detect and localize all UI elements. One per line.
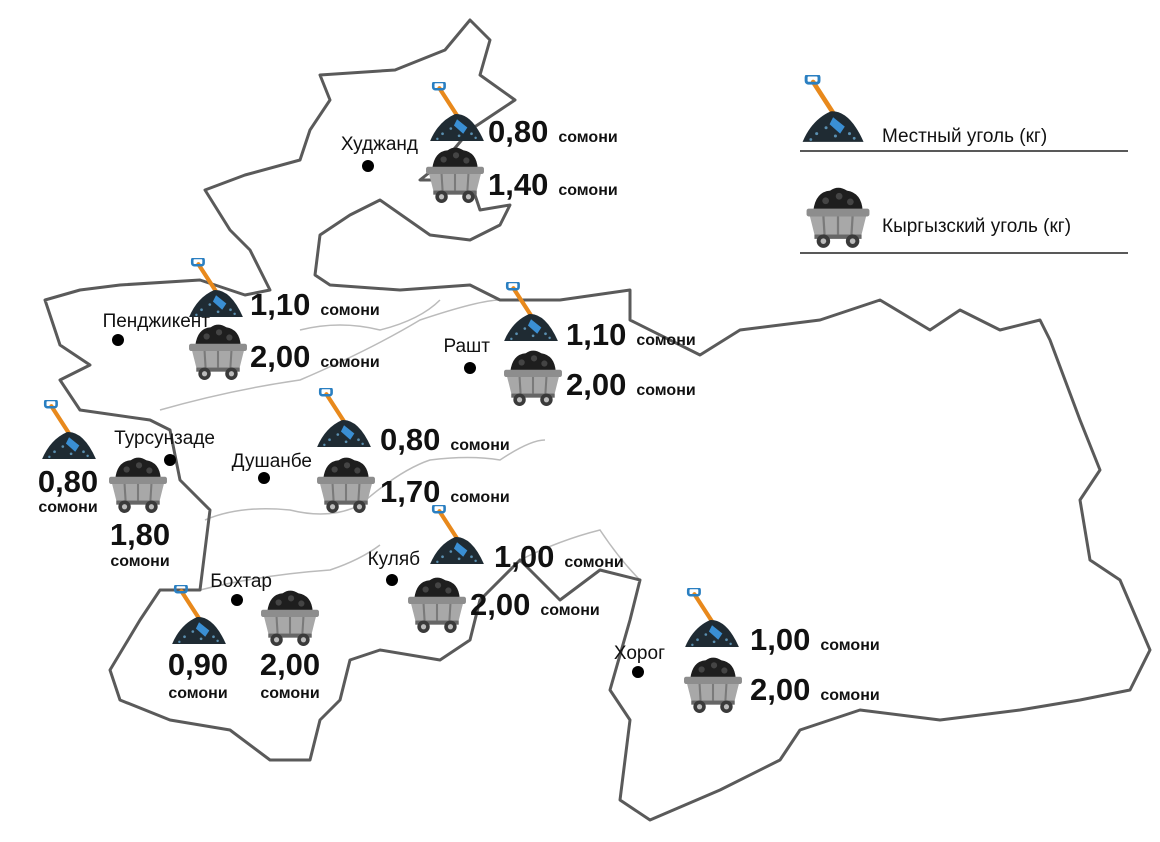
kyrgyz-coal-icon bbox=[683, 656, 743, 714]
legend-kyrgyz-label: Кыргызский уголь (кг) bbox=[882, 216, 1071, 237]
city-dot bbox=[632, 666, 644, 678]
city-name: Куляб bbox=[368, 549, 421, 570]
price: 1,00 bbox=[750, 622, 810, 657]
local-coal-icon bbox=[317, 388, 371, 447]
city-name: Турсунзаде bbox=[114, 428, 215, 449]
price-unit: сомони bbox=[320, 354, 379, 371]
price-unit: сомони bbox=[168, 685, 227, 702]
price: 1,40 bbox=[488, 167, 548, 202]
kyrgyz-coal-icon bbox=[425, 146, 485, 204]
price-unit: сомони bbox=[38, 499, 97, 516]
price-unit: сомони bbox=[820, 687, 879, 704]
price-unit: сомони bbox=[558, 182, 617, 199]
price-unit: сомони bbox=[636, 332, 695, 349]
price: 0,80 bbox=[488, 114, 548, 149]
city-name: Худжанд bbox=[341, 134, 418, 155]
price: 1,80 bbox=[110, 517, 170, 552]
legend-kyrgyz-icon bbox=[805, 186, 871, 249]
price: 1,10 bbox=[250, 287, 310, 322]
legend-local-icon bbox=[803, 75, 864, 142]
price: 2,00 bbox=[470, 587, 530, 622]
price: 1,70 bbox=[380, 474, 440, 509]
price: 1,10 bbox=[566, 317, 626, 352]
city-dot bbox=[464, 362, 476, 374]
city-name: Пенджикент bbox=[103, 311, 211, 332]
price-unit: сомони bbox=[636, 382, 695, 399]
price-unit: сомони bbox=[820, 637, 879, 654]
price: 2,00 bbox=[566, 367, 626, 402]
price: 2,00 bbox=[750, 672, 810, 707]
price: 0,80 bbox=[380, 422, 440, 457]
local-coal-icon bbox=[685, 588, 739, 647]
price: 0,80 bbox=[38, 464, 98, 499]
city-name: Хорог bbox=[614, 643, 665, 664]
kyrgyz-coal-icon bbox=[188, 323, 248, 381]
kyrgyz-coal-icon bbox=[108, 456, 168, 514]
local-coal-icon bbox=[504, 282, 558, 341]
price: 2,00 bbox=[260, 647, 320, 682]
internal-borders bbox=[159, 299, 641, 591]
legend: Местный уголь (кг) Кыргызский уголь (кг) bbox=[800, 75, 1128, 254]
local-coal-icon bbox=[42, 400, 96, 459]
city-dot bbox=[231, 594, 243, 606]
price: 0,90 bbox=[168, 647, 228, 682]
kyrgyz-coal-icon bbox=[503, 349, 563, 407]
price-unit: сомони bbox=[540, 602, 599, 619]
city-dot bbox=[112, 334, 124, 346]
city-dot bbox=[386, 574, 398, 586]
price-unit: сомони bbox=[320, 302, 379, 319]
local-coal-icon bbox=[430, 505, 484, 564]
price-unit: сомони bbox=[564, 554, 623, 571]
country-outline bbox=[43, 18, 1152, 822]
local-coal-icon bbox=[430, 82, 484, 141]
price-unit: сомони bbox=[110, 553, 169, 570]
city-name: Рашт bbox=[443, 336, 490, 357]
price-unit: сомони bbox=[260, 685, 319, 702]
price: 2,00 bbox=[250, 339, 310, 374]
price-unit: сомони bbox=[558, 129, 617, 146]
city-dot bbox=[258, 472, 270, 484]
kyrgyz-coal-icon bbox=[407, 576, 467, 634]
city-dot bbox=[362, 160, 374, 172]
city-name: Душанбе bbox=[232, 451, 312, 472]
legend-local-label: Местный уголь (кг) bbox=[882, 126, 1047, 147]
local-coal-icon bbox=[172, 585, 226, 644]
kyrgyz-coal-icon bbox=[260, 589, 320, 647]
price: 1,00 bbox=[494, 539, 554, 574]
price-unit: сомони bbox=[450, 489, 509, 506]
price-unit: сомони bbox=[450, 437, 509, 454]
kyrgyz-coal-icon bbox=[316, 456, 376, 514]
city-dot bbox=[164, 454, 176, 466]
city-name: Бохтар bbox=[210, 571, 272, 592]
local-coal-icon bbox=[189, 258, 243, 317]
